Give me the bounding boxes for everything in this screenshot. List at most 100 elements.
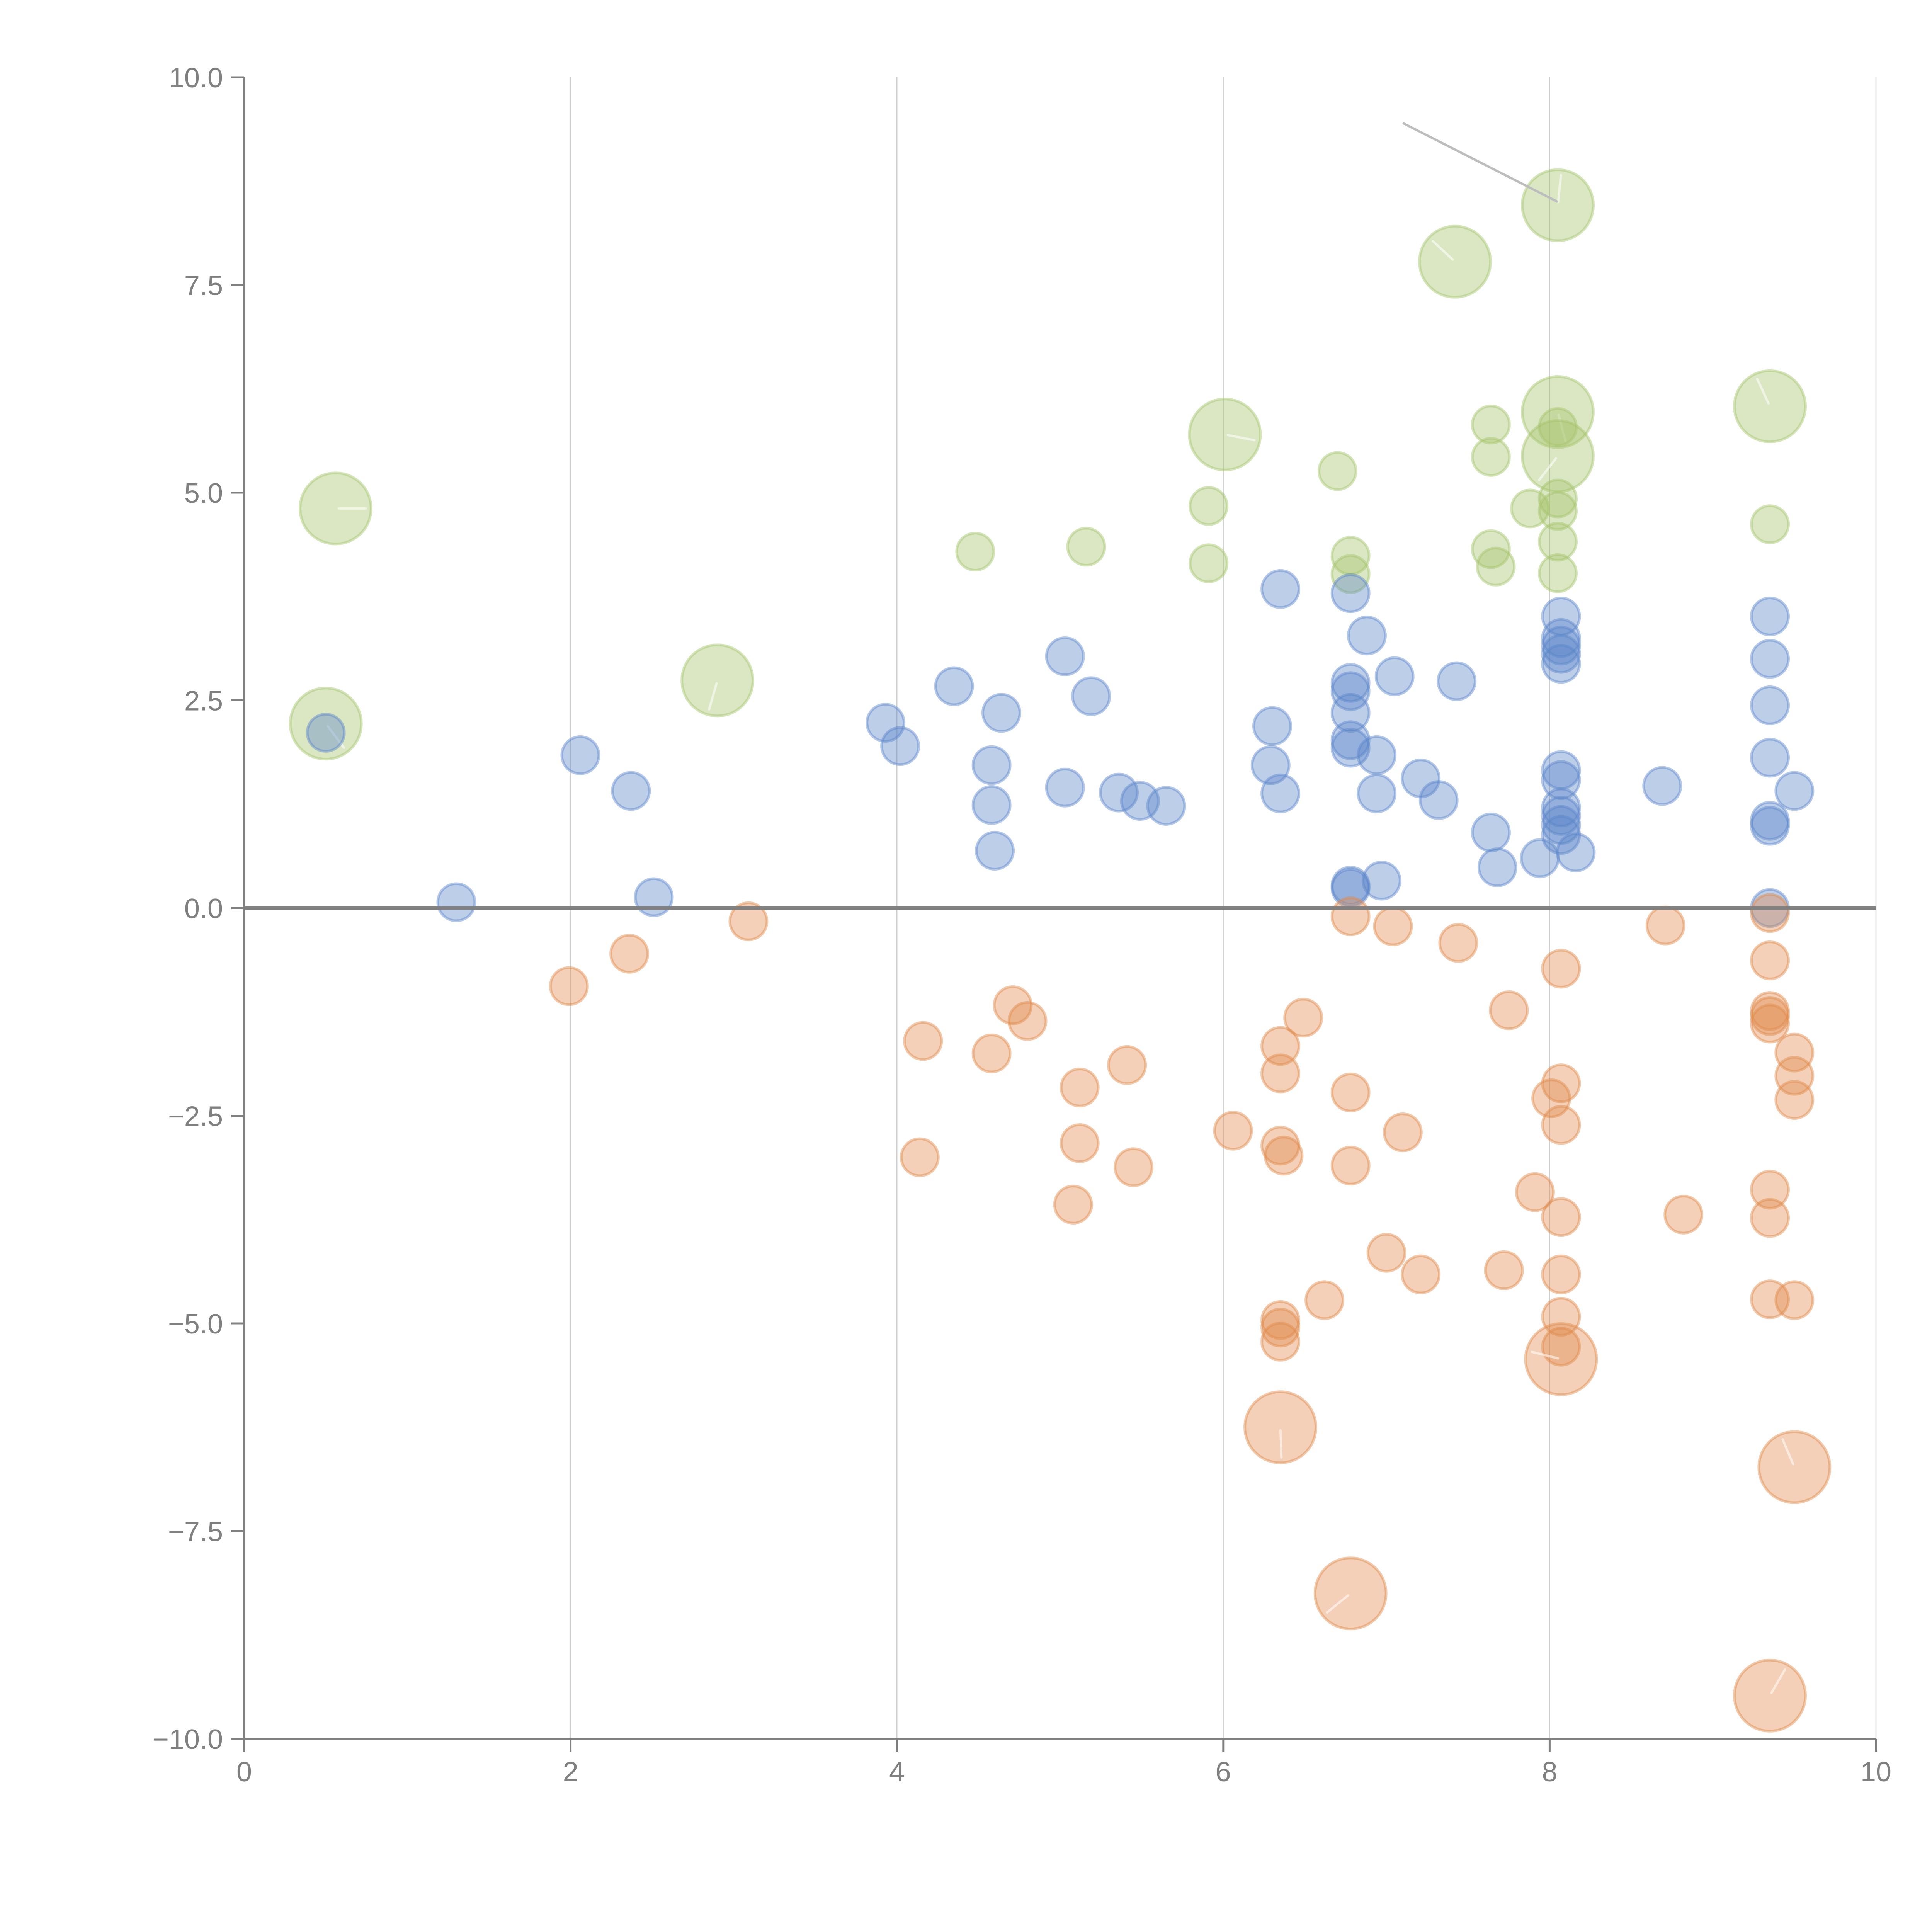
bubble-point[interactable] [1007,1001,1048,1041]
bubble-point[interactable] [1774,1032,1815,1073]
bubble-point[interactable] [1347,616,1387,656]
bubble-point[interactable] [1053,1185,1093,1225]
bubble-point[interactable] [1264,1136,1304,1176]
bubble-point[interactable] [1250,745,1291,785]
bubble-point[interactable] [1060,1123,1100,1163]
bubble-point[interactable] [1213,1111,1253,1151]
bubble-point[interactable] [1538,522,1578,562]
bubble-point[interactable] [1541,750,1581,790]
bubble-point[interactable] [1733,1658,1807,1733]
bubble-point[interactable] [1373,906,1413,946]
bubble-point[interactable] [1330,866,1371,906]
bubble-point[interactable] [1260,1321,1301,1362]
bubble-point[interactable] [1733,369,1807,443]
bubble-point[interactable] [1260,1126,1301,1166]
bubble-point[interactable] [1045,636,1085,677]
bubble-point[interactable] [436,882,476,922]
bubble-point[interactable] [1146,786,1186,826]
bubble-point[interactable] [1471,812,1511,852]
bubble-point[interactable] [1476,546,1516,587]
bubble-point[interactable] [1774,1280,1815,1320]
bubble-point[interactable] [1541,1063,1581,1104]
bubble-point[interactable] [1750,801,1790,841]
bubble-point[interactable] [955,532,995,572]
bubble-point[interactable] [1774,1056,1815,1096]
bubble-point[interactable] [1750,996,1790,1036]
bubble-point[interactable] [1531,1078,1571,1118]
bubble-point[interactable] [1330,1072,1371,1112]
bubble-point[interactable] [880,726,920,766]
bubble-point[interactable] [1750,1198,1790,1238]
bubble-point[interactable] [549,966,589,1006]
bubble-point[interactable] [1556,832,1596,872]
bubble-point[interactable] [1750,685,1790,725]
bubble-point[interactable] [1120,781,1160,821]
bubble-point[interactable] [298,471,372,546]
bubble-point[interactable] [1471,405,1511,445]
bubble-point[interactable] [1541,787,1581,828]
bubble-point[interactable] [1317,451,1357,491]
bubble-point[interactable] [1066,527,1106,567]
bubble-point[interactable] [1520,838,1560,878]
bubble-point[interactable] [1260,1300,1301,1340]
bubble-point[interactable] [1252,706,1292,746]
bubble-point[interactable] [866,703,906,743]
bubble-point[interactable] [1541,626,1581,666]
bubble-point[interactable] [1401,759,1441,799]
bubble-point[interactable] [1260,1308,1301,1348]
bubble-point[interactable] [680,643,755,718]
bubble-point[interactable] [934,666,974,706]
bubble-point[interactable] [1484,1250,1524,1290]
bubble-point[interactable] [1260,569,1301,609]
bubble-point[interactable] [1188,398,1262,471]
bubble-point[interactable] [1750,893,1790,933]
bubble-point[interactable] [1477,847,1517,888]
bubble-point[interactable] [1521,168,1595,242]
bubble-point[interactable] [1538,407,1578,447]
bubble-point[interactable] [1401,1254,1441,1294]
bubble-point[interactable] [1330,728,1371,768]
bubble-point[interactable] [971,785,1012,825]
bubble-point[interactable] [1541,796,1581,836]
bubble-point[interactable] [1541,760,1581,800]
bubble-point[interactable] [1510,488,1550,529]
bubble-point[interactable] [1489,990,1529,1030]
bubble-point[interactable] [1471,437,1511,477]
bubble-point[interactable] [1357,773,1397,813]
bubble-point[interactable] [1330,896,1371,936]
bubble-point[interactable] [1750,1170,1790,1210]
bubble-point[interactable] [609,934,650,974]
bubble-point[interactable] [1642,766,1682,806]
bubble-point[interactable] [971,745,1012,785]
bubble-point[interactable] [634,877,674,917]
bubble-point[interactable] [1541,1297,1581,1337]
bubble-point[interactable] [1541,805,1581,845]
bubble-point[interactable] [1438,923,1478,963]
bubble-point[interactable] [1541,949,1581,989]
bubble-point[interactable] [1189,486,1229,526]
bubble-point[interactable] [1750,940,1790,980]
bubble-point[interactable] [1663,1194,1704,1235]
bubble-point[interactable] [1538,553,1578,594]
bubble-point[interactable] [1757,1430,1832,1504]
bubble-point[interactable] [1060,1067,1100,1107]
bubble-point[interactable] [1330,671,1371,711]
bubble-point[interactable] [1071,676,1111,716]
bubble-point[interactable] [1383,1112,1423,1152]
bubble-point[interactable] [1330,720,1371,760]
bubble-point[interactable] [1774,1080,1815,1120]
bubble-point[interactable] [1330,536,1371,576]
bubble-point[interactable] [1541,596,1581,636]
bubble-point[interactable] [993,985,1033,1026]
bubble-point[interactable] [1521,375,1595,449]
bubble-point[interactable] [1538,478,1578,519]
bubble-point[interactable] [900,1137,940,1177]
bubble-point[interactable] [1541,1105,1581,1145]
bubble-point[interactable] [981,693,1021,733]
bubble-point[interactable] [903,1021,943,1061]
bubble-point[interactable] [1330,1146,1371,1185]
bubble-point[interactable] [1541,618,1581,658]
bubble-point[interactable] [1361,861,1401,901]
bubble-point[interactable] [1045,767,1085,808]
bubble-point[interactable] [1304,1280,1345,1320]
